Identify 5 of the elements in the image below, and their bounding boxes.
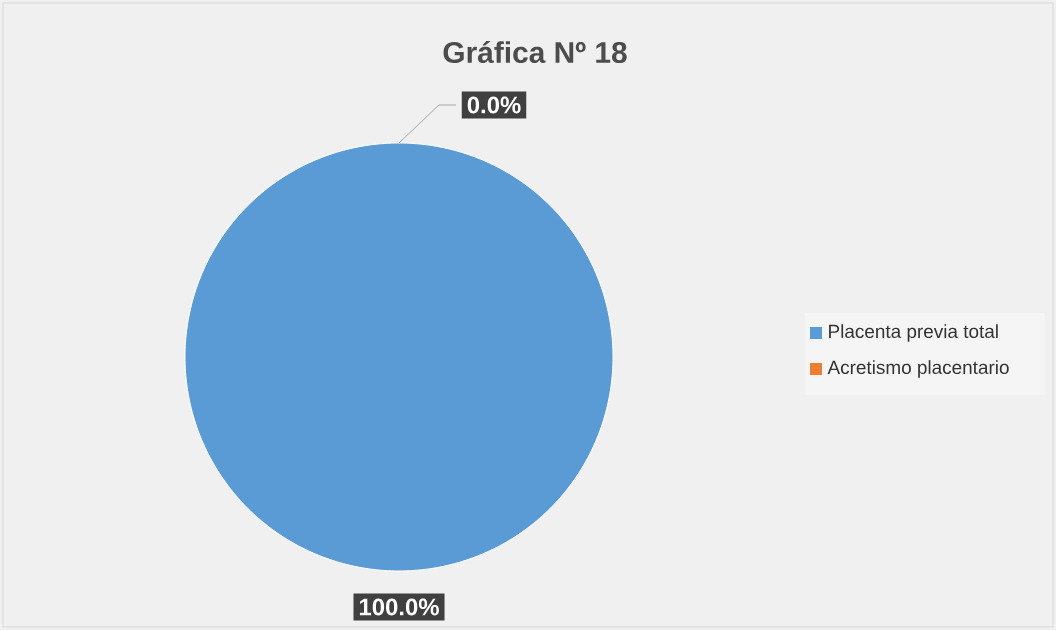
text: 0.0% [467, 96, 521, 114]
legend-label: Acretismo placentario [827, 360, 1009, 378]
chart-title: Gráfica Nº 18 [443, 40, 627, 64]
legend-label: Placenta previa total [829, 324, 998, 342]
data-label: 100.0% [359, 598, 439, 616]
